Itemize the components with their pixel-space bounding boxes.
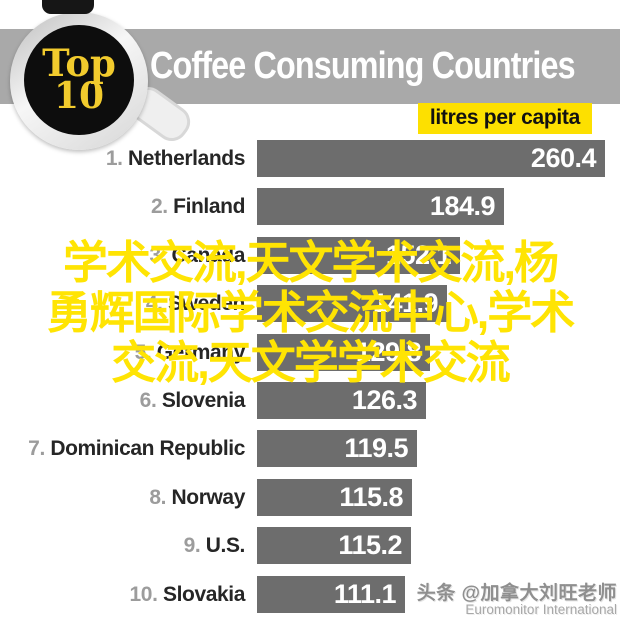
value-bar: 115.2 bbox=[257, 527, 411, 565]
row-label: 5. Germany bbox=[0, 334, 246, 371]
row-rank: 1. bbox=[105, 147, 129, 170]
unit-label: litres per capita bbox=[417, 103, 592, 134]
watermark-line-1: 学术交流,天文学术交流,杨 bbox=[62, 237, 559, 288]
row-rank: 10. bbox=[129, 582, 163, 606]
chart-rows: 1. Netherlands 260.4 2. Finland 184.9 3. Can… bbox=[0, 140, 620, 620]
row-label: 9. U.S. bbox=[0, 527, 246, 564]
credit-author: 头条 @加拿大刘旺老师 bbox=[416, 583, 617, 604]
value-bar: 129.8 bbox=[257, 333, 430, 371]
watermark-line-2: 勇辉国际学术交流中心,学术 bbox=[46, 287, 576, 338]
chart-row: 8. Norway 115.8 bbox=[0, 478, 620, 516]
value-bar: 111.1 bbox=[257, 575, 405, 613]
chart-row: 6. Slovenia 126.3 bbox=[0, 382, 620, 419]
row-label: 7. Dominican Republic bbox=[0, 430, 245, 467]
row-label: 3. Canada bbox=[0, 237, 245, 274]
top10-badge-number: 10 bbox=[53, 75, 105, 118]
value-bar: 141.9 bbox=[257, 285, 447, 323]
coffee-cup-icon: Top 10 bbox=[10, 12, 148, 150]
row-rank: 2. bbox=[150, 195, 174, 219]
row-country-name: U.S. bbox=[205, 534, 246, 558]
row-rank: 3. bbox=[149, 243, 172, 267]
chart-row: 9. U.S. 115.2 bbox=[0, 527, 620, 565]
row-country-name: Germany bbox=[156, 340, 246, 364]
coffee-cup-inside: Top 10 bbox=[24, 25, 134, 135]
value-bar: 119.5 bbox=[257, 430, 417, 468]
bar-value: 141.9 bbox=[372, 288, 439, 319]
row-country-name: Sweden bbox=[168, 292, 245, 316]
bar-value: 152.1 bbox=[385, 239, 452, 270]
watermark-overlay: 学术交流,天文学术交流,杨 勇辉国际学术交流中心,学术 交流,天文学学术交流 bbox=[0, 238, 620, 388]
row-label: 4. Sweden bbox=[0, 285, 246, 322]
row-country-name: Dominican Republic bbox=[50, 437, 245, 461]
row-country-name: Finland bbox=[173, 195, 245, 219]
row-label: 8. Norway bbox=[0, 479, 245, 516]
bar-value: 260.4 bbox=[530, 143, 597, 173]
row-label: 6. Slovenia bbox=[0, 382, 246, 419]
credit-source: Euromonitor International bbox=[465, 602, 617, 617]
credit-block: 头条 @加拿大刘旺老师 Euromonitor International bbox=[416, 583, 617, 617]
bar-value: 129.8 bbox=[355, 336, 422, 367]
row-rank: 6. bbox=[139, 389, 162, 412]
top10-badge-word: Top bbox=[42, 41, 116, 86]
row-rank: 4. bbox=[145, 292, 169, 316]
bar-value: 115.8 bbox=[339, 481, 403, 512]
row-rank: 8. bbox=[149, 485, 172, 509]
row-country-name: Slovakia bbox=[162, 582, 245, 606]
chart-row: 1. Netherlands 260.4 bbox=[0, 140, 620, 177]
row-label: 1. Netherlands bbox=[0, 140, 246, 177]
bar-value: 111.1 bbox=[333, 578, 397, 609]
bar-value: 119.5 bbox=[344, 433, 408, 464]
bar-value: 126.3 bbox=[351, 385, 418, 415]
value-bar: 115.8 bbox=[257, 478, 412, 516]
chart-row: 10. Slovakia 111.1 bbox=[0, 575, 620, 613]
value-bar: 184.9 bbox=[257, 188, 504, 226]
row-rank: 7. bbox=[28, 437, 51, 461]
value-bar: 152.1 bbox=[257, 236, 460, 274]
row-country-name: Norway bbox=[171, 485, 246, 509]
page-title: Coffee Consuming Countries bbox=[150, 45, 576, 87]
chart-row: 2. Finland 184.9 bbox=[0, 188, 620, 226]
row-country-name: Slovenia bbox=[161, 389, 246, 412]
bar-value: 115.2 bbox=[338, 530, 402, 561]
value-bar: 260.4 bbox=[257, 140, 605, 177]
bar-value: 184.9 bbox=[429, 191, 496, 222]
watermark-line-3: 交流,天文学学术交流 bbox=[111, 337, 511, 388]
value-bar: 126.3 bbox=[257, 382, 426, 419]
chart-row: 3. Canada 152.1 bbox=[0, 236, 620, 274]
chart-row: 5. Germany 129.8 bbox=[0, 333, 620, 371]
row-rank: 9. bbox=[183, 534, 206, 558]
row-country-name: Canada bbox=[171, 243, 246, 267]
chart-row: 4. Sweden 141.9 bbox=[0, 285, 620, 323]
row-label: 10. Slovakia bbox=[0, 576, 246, 613]
chart-row: 7. Dominican Republic 119.5 bbox=[0, 430, 620, 468]
cup-rim-fragment bbox=[42, 0, 94, 14]
row-rank: 5. bbox=[134, 340, 157, 364]
row-label: 2. Finland bbox=[0, 188, 245, 225]
row-country-name: Netherlands bbox=[128, 147, 245, 170]
